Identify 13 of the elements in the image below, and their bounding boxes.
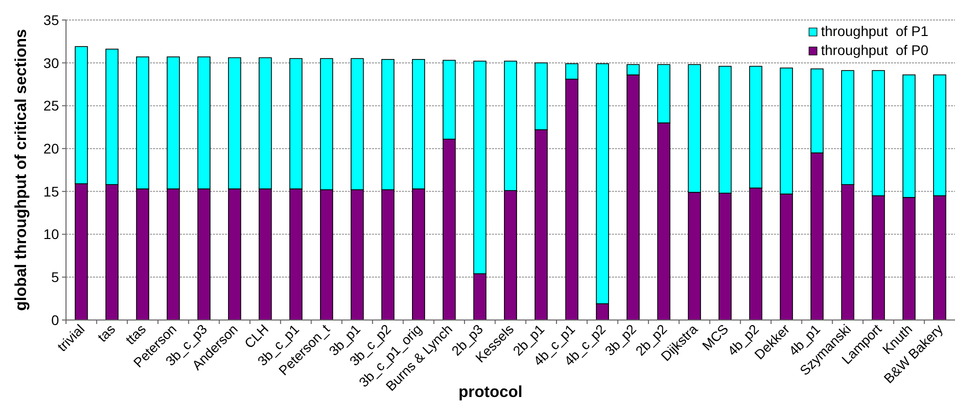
x-tick-label: tas xyxy=(94,321,118,345)
y-axis-title: global throughput of critical sections xyxy=(13,29,30,311)
legend-label: throughput of P0 xyxy=(821,42,929,58)
y-tick-label: 10 xyxy=(43,226,60,242)
y-tick-label: 15 xyxy=(43,183,60,200)
legend-label: throughput of P1 xyxy=(821,23,929,39)
x-axis-title: protocol xyxy=(458,384,522,401)
y-tick-label: 5 xyxy=(51,269,60,286)
y-tick-label: 35 xyxy=(43,12,60,28)
y-tick-label: 0 xyxy=(51,312,60,328)
y-tick-label: 20 xyxy=(43,140,60,156)
y-tick-label: 25 xyxy=(43,98,60,114)
y-tick-label: 30 xyxy=(43,54,60,71)
